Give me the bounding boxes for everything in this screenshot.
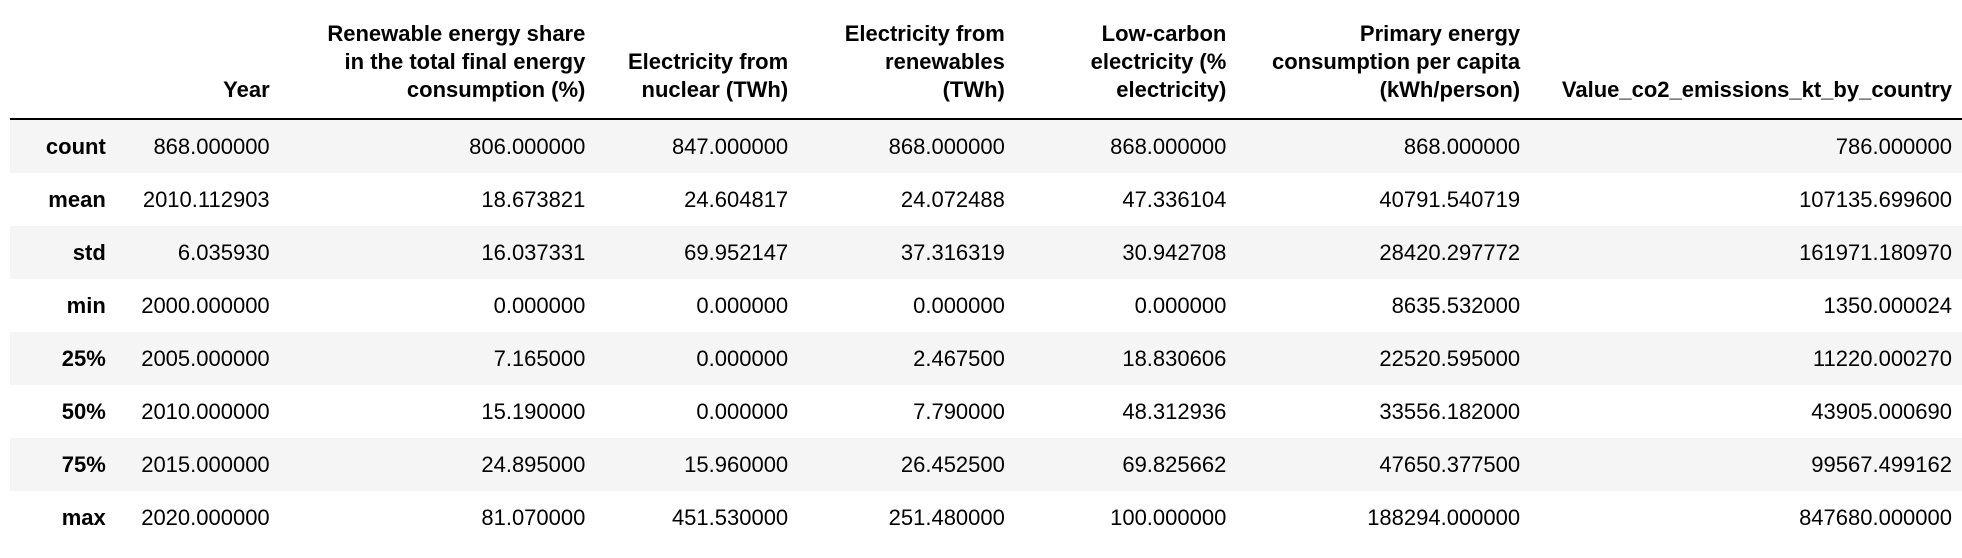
table-cell: 868.000000 (1110, 133, 1227, 159)
table-cell: 2.467500 (913, 345, 1005, 371)
table-row: 50% 2010.000000 15.190000 0.000000 7.790… (10, 385, 1962, 438)
table-cell: 7.790000 (913, 398, 1005, 424)
column-header-co2-emissions: Value_co2_emissions_kt_by_country (1530, 10, 1962, 120)
table-cell: 251.480000 (888, 504, 1005, 530)
table-cell: 0.000000 (696, 398, 789, 424)
table-cell: 18.673821 (481, 186, 586, 212)
table-cell: 15.960000 (684, 451, 789, 477)
table-cell: 15.190000 (481, 398, 586, 424)
table-cell: 0.000000 (696, 292, 789, 318)
table-body: count 868.000000 806.000000 847.000000 8… (10, 119, 1962, 544)
table-cell: 2000.000000 (141, 292, 270, 318)
table-cell: 806.000000 (469, 133, 586, 159)
table-cell: 847.000000 (671, 133, 789, 159)
row-index-label: std (72, 239, 106, 265)
table-cell: 33556.182000 (1379, 398, 1521, 424)
table-row: 25% 2005.000000 7.165000 0.000000 2.4675… (10, 332, 1962, 385)
table-cell: 11220.000270 (1812, 345, 1952, 371)
table-row: std 6.035930 16.037331 69.952147 37.3163… (10, 226, 1962, 279)
table-cell: 2005.000000 (141, 345, 270, 371)
table-cell: 43905.000690 (1811, 398, 1952, 424)
table-cell: 40791.540719 (1379, 186, 1521, 212)
table-cell: 81.070000 (481, 504, 586, 530)
column-header-electricity-renewables: Electricity from renewables (TWh) (798, 10, 1015, 120)
table-row: min 2000.000000 0.000000 0.000000 0.0000… (10, 279, 1962, 332)
table-cell: 26.452500 (900, 451, 1005, 477)
index-header (10, 10, 118, 120)
column-header-renewable-share: Renewable energy share in the total final… (279, 10, 596, 120)
table-cell: 0.000000 (1134, 292, 1227, 318)
table-cell: 188294.000000 (1367, 504, 1521, 530)
table-cell: 99567.499162 (1811, 451, 1952, 477)
table-cell: 24.895000 (481, 451, 586, 477)
table-cell: 24.604817 (684, 186, 789, 212)
column-header-year: Year (117, 10, 280, 120)
table-cell: 786.000000 (1835, 133, 1952, 159)
row-index-label: mean (48, 186, 106, 212)
table-cell: 451.530000 (671, 504, 789, 530)
table-cell: 0.000000 (493, 292, 586, 318)
row-index-label: 25% (61, 345, 106, 371)
header-row: Year Renewable energy share in the total … (10, 10, 1962, 120)
table-row: mean 2010.112903 18.673821 24.604817 24.… (10, 173, 1962, 226)
table-cell: 2010.000000 (141, 398, 270, 424)
row-index-label: 50% (61, 398, 106, 424)
table-cell: 30.942708 (1122, 239, 1227, 265)
table-cell: 868.000000 (888, 133, 1005, 159)
column-header-low-carbon: Low-carbon electricity (% electricity) (1014, 10, 1237, 120)
row-index-label: count (45, 133, 106, 159)
table-header: Year Renewable energy share in the total … (10, 10, 1962, 120)
table-cell: 1350.000024 (1823, 292, 1952, 318)
row-index-label: min (66, 292, 106, 318)
table-cell: 24.072488 (900, 186, 1005, 212)
table-cell: 868.000000 (1403, 133, 1521, 159)
table-cell: 868.000000 (153, 133, 270, 159)
table-cell: 28420.297772 (1379, 239, 1521, 265)
table-cell: 6.035930 (177, 239, 270, 265)
table-cell: 47650.377500 (1379, 451, 1521, 477)
table-row: count 868.000000 806.000000 847.000000 8… (10, 119, 1962, 173)
table-cell: 16.037331 (481, 239, 586, 265)
table-cell: 7.165000 (493, 345, 586, 371)
table-cell: 2020.000000 (141, 504, 270, 530)
column-header-electricity-nuclear: Electricity from nuclear (TWh) (595, 10, 799, 120)
table-cell: 2015.000000 (141, 451, 270, 477)
describe-table: Year Renewable energy share in the total … (10, 10, 1962, 544)
table-cell: 8635.532000 (1391, 292, 1521, 318)
table-cell: 2010.112903 (142, 186, 270, 212)
table-cell: 69.825662 (1122, 451, 1227, 477)
table-row: 75% 2015.000000 24.895000 15.960000 26.4… (10, 438, 1962, 491)
table-cell: 18.830606 (1122, 345, 1227, 371)
table-cell: 0.000000 (696, 345, 789, 371)
table-cell: 100.000000 (1110, 504, 1227, 530)
table-cell: 847680.000000 (1799, 504, 1952, 530)
table-cell: 22520.595000 (1379, 345, 1521, 371)
dataframe-output: Year Renewable energy share in the total … (10, 10, 1962, 544)
row-index-label: max (61, 504, 106, 530)
table-row: max 2020.000000 81.070000 451.530000 251… (10, 491, 1962, 544)
table-cell: 69.952147 (684, 239, 789, 265)
table-cell: 47.336104 (1122, 186, 1227, 212)
column-header-primary-energy: Primary energy consumption per capita (kWh… (1236, 10, 1531, 120)
table-cell: 48.312936 (1122, 398, 1227, 424)
table-cell: 161971.180970 (1799, 239, 1952, 265)
table-cell: 37.316319 (900, 239, 1005, 265)
table-cell: 107135.699600 (1799, 186, 1952, 212)
table-cell: 0.000000 (913, 292, 1005, 318)
row-index-label: 75% (61, 451, 106, 477)
